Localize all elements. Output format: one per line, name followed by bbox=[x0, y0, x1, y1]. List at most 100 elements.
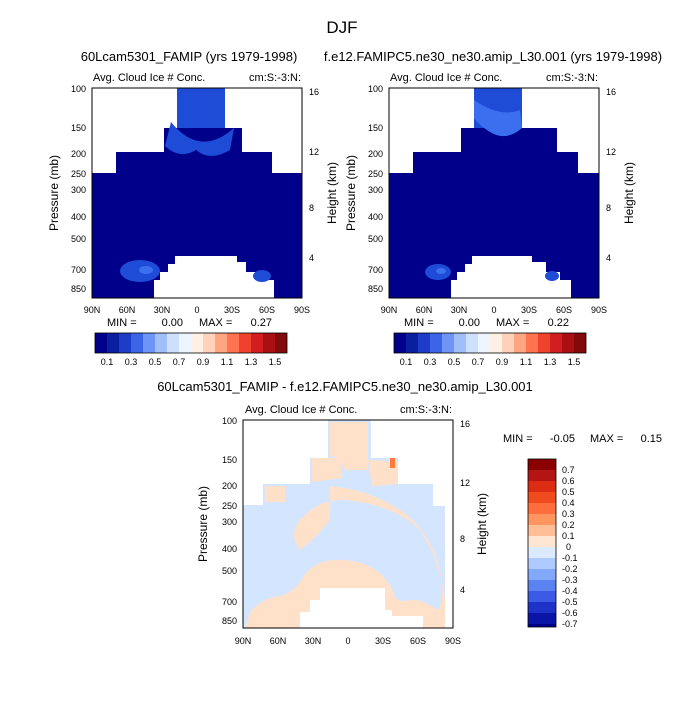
panel-a-colorbar-swatch bbox=[191, 333, 203, 353]
panel-a-xtick: 60N bbox=[119, 305, 136, 315]
panel-b-ytick: 500 bbox=[368, 234, 383, 244]
panel-b-ytick: 700 bbox=[368, 265, 383, 275]
panel-a-blob-nh-core bbox=[139, 266, 153, 274]
panel-c-frame bbox=[242, 419, 454, 629]
panel-b-level: 0.9 bbox=[496, 357, 509, 367]
panel-b-level: 0.7 bbox=[472, 357, 485, 367]
panel-b-colorbar: 0.1 0.3 0.5 0.7 0.9 1.1 1.3 1.5 bbox=[393, 332, 587, 367]
panel-b-xtick: 30N bbox=[451, 305, 468, 315]
panel-b-xtick: 0 bbox=[491, 305, 496, 315]
panel-c-level: -0.5 bbox=[562, 597, 578, 607]
panel-c-level: -0.6 bbox=[562, 608, 578, 618]
panel-a-blob-sh bbox=[253, 270, 271, 282]
panel-c-y2label: Height (km) bbox=[475, 493, 489, 555]
panel-c-level: 0.6 bbox=[562, 476, 575, 486]
panel-c-colorbar-swatch bbox=[528, 613, 556, 624]
panel-c-xticks: 90N 60N 30N 0 30S 60S 90S bbox=[235, 636, 461, 646]
panel-c-colorbar-swatch bbox=[528, 514, 556, 525]
panel-c-colorbar-swatch bbox=[528, 602, 556, 613]
panel-a-colorbar-swatch bbox=[215, 333, 227, 353]
panel-c-positive-mid-left bbox=[265, 486, 285, 502]
panel-b-ytick: 200 bbox=[368, 149, 383, 159]
panel-b-yticks: 100 150 200 250 300 400 500 700 850 bbox=[368, 84, 383, 294]
panel-c-max-value: 0.15 bbox=[641, 433, 662, 445]
panel-b-blob-sh bbox=[545, 271, 559, 281]
panel-c-colorbar-swatch bbox=[528, 503, 556, 514]
panel-a-y2ticks: 16 12 8 4 bbox=[309, 87, 319, 263]
panel-c-level: 0.4 bbox=[562, 498, 575, 508]
panel-c-colorbar-swatch bbox=[528, 547, 556, 558]
panel-b-colorbar-swatch bbox=[502, 333, 514, 353]
panel-c-level: 0.2 bbox=[562, 520, 575, 530]
panel-b-y2label: Height (km) bbox=[622, 162, 636, 224]
panel-a-colorbar-swatch bbox=[107, 333, 119, 353]
panel-c-level: -0.3 bbox=[562, 575, 578, 585]
panel-b-colorbar-swatch bbox=[538, 333, 550, 353]
panel-b-xtick: 90S bbox=[591, 305, 607, 315]
panel-a-colorbar-swatch bbox=[263, 333, 275, 353]
panel-c-y2ticks: 16 12 8 4 bbox=[460, 419, 470, 595]
panel-a-level: 0.3 bbox=[125, 357, 138, 367]
panel-b-ylabel: Pressure (mb) bbox=[344, 155, 358, 231]
panel-a-ytick: 500 bbox=[71, 234, 86, 244]
panel-a-colorbar-swatch bbox=[95, 333, 107, 353]
panel-a-colorbar-swatch bbox=[167, 333, 179, 353]
panel-c-colorbar-swatch bbox=[528, 536, 556, 547]
panel-c-units: cm:S:-3:N: bbox=[400, 404, 452, 416]
panel-c-level: 0.1 bbox=[562, 531, 575, 541]
panel-a-ytick: 300 bbox=[71, 185, 86, 195]
panel-a-stats: MIN = 0.00 MAX = 0.27 bbox=[107, 317, 272, 329]
panel-a-xtick: 60S bbox=[259, 305, 275, 315]
panel-b-colorbar-swatch bbox=[550, 333, 562, 353]
panel-b-colorbar-frame bbox=[393, 332, 587, 354]
panel-b-blob-nh-core bbox=[436, 268, 446, 274]
panel-c-ytick: 400 bbox=[222, 544, 237, 554]
panel-a-title: 60Lcam5301_FAMIP (yrs 1979-1998) bbox=[81, 49, 298, 64]
panel-a-y2label: Height (km) bbox=[325, 162, 339, 224]
panel-b-max-value: 0.22 bbox=[548, 317, 569, 329]
season-title: DJF bbox=[326, 18, 357, 37]
panel-c-positive-lower-band bbox=[245, 486, 445, 628]
panel-c-level: 0.5 bbox=[562, 487, 575, 497]
panel-c-level: -0.1 bbox=[562, 553, 578, 563]
panel-c-ytick: 200 bbox=[222, 481, 237, 491]
panel-a-xtick: 90S bbox=[294, 305, 310, 315]
panel-a-xticks: 90N 60N 30N 0 30S 60S 90S bbox=[84, 305, 310, 315]
panel-a-upper-blob bbox=[165, 122, 234, 156]
panel-b-colorbar-swatch bbox=[430, 333, 442, 353]
panel-b-colorbar-swatch bbox=[466, 333, 478, 353]
panel-c-yticks: 100 150 200 250 300 400 500 700 850 bbox=[222, 416, 237, 626]
panel-c-colorbar-swatch bbox=[528, 470, 556, 481]
panel-a-max-label: MAX = bbox=[199, 317, 232, 329]
panel-c-xtick: 90N bbox=[235, 636, 252, 646]
panel-b-colorbar-swatch bbox=[478, 333, 490, 353]
panel-a-ytick: 150 bbox=[71, 123, 86, 133]
panel-b-level: 0.3 bbox=[424, 357, 437, 367]
panel-c-xtick: 90S bbox=[445, 636, 461, 646]
panel-a-level: 0.9 bbox=[197, 357, 210, 367]
panel-b-colorbar-swatch bbox=[442, 333, 454, 353]
panel-c-ytick: 700 bbox=[222, 597, 237, 607]
panel-a-ytick: 200 bbox=[71, 149, 86, 159]
panel-c-colorbar-swatch bbox=[528, 558, 556, 569]
panel-a-colorbar-swatch bbox=[143, 333, 155, 353]
panel-c-title: 60Lcam5301_FAMIP - f.e12.FAMIPC5.ne30_ne… bbox=[157, 379, 533, 394]
panel-b-y2tick: 8 bbox=[606, 203, 611, 213]
panel-c-y2tick: 16 bbox=[460, 419, 470, 429]
panel-b-colorbar-swatch bbox=[574, 333, 586, 353]
panel-c-ytick: 500 bbox=[222, 566, 237, 576]
panel-a-ytick: 700 bbox=[71, 265, 86, 275]
panel-a-colorbar-swatch bbox=[239, 333, 251, 353]
panel-b-level: 1.5 bbox=[568, 357, 581, 367]
panel-c-ytick: 250 bbox=[222, 501, 237, 511]
panel-b-y2tick: 4 bbox=[606, 253, 611, 263]
panel-b-title: f.e12.FAMIPC5.ne30_ne30.amip_L30.001 (yr… bbox=[324, 49, 662, 64]
panel-b-min-label: MIN = bbox=[404, 317, 434, 329]
panel-b-variable: Avg. Cloud Ice # Conc. bbox=[390, 72, 502, 84]
panel-c-colorbar-frame bbox=[527, 458, 557, 628]
panel-a-field bbox=[92, 88, 302, 298]
panel-c-colorbar-swatch bbox=[528, 481, 556, 492]
panel-a-y2tick: 12 bbox=[309, 147, 319, 157]
panel-c-ylabel: Pressure (mb) bbox=[196, 486, 210, 562]
